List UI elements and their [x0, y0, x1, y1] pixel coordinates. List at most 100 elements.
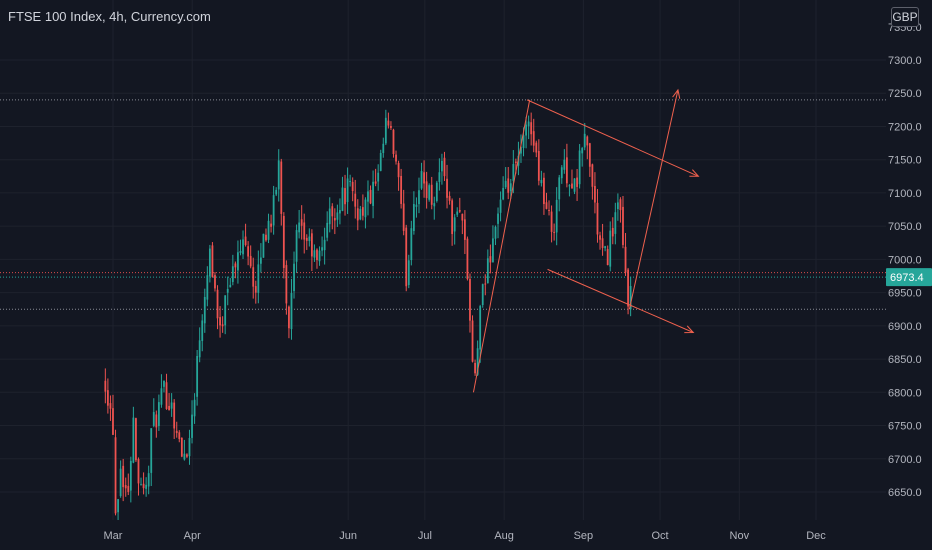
candle-body — [114, 437, 117, 514]
candle-body — [441, 160, 443, 172]
candle-body — [272, 195, 275, 226]
candle-body — [367, 191, 369, 202]
price-tick-label: 7150.0 — [888, 155, 922, 167]
candle-body — [226, 288, 229, 293]
candle-body — [328, 208, 331, 225]
candle-body — [629, 285, 632, 310]
candle-body — [361, 207, 364, 216]
candle-body — [512, 164, 515, 181]
candle-body — [494, 226, 497, 239]
candle-body — [555, 199, 558, 233]
candle-body — [535, 142, 538, 153]
candle-body — [502, 187, 505, 200]
candle-body — [231, 266, 234, 282]
candle-body — [316, 249, 318, 261]
price-tick-label: 7300.0 — [888, 55, 922, 67]
candle-body — [224, 295, 227, 326]
candle-body — [341, 187, 344, 211]
candle-body — [132, 417, 135, 463]
candle-body — [405, 227, 408, 287]
candle-body — [321, 247, 323, 251]
candle-body — [239, 250, 242, 253]
currency-button[interactable]: GBP — [891, 7, 919, 27]
candle-body — [106, 390, 109, 406]
candle-body — [219, 317, 221, 326]
candle-body — [476, 348, 479, 375]
candle-body — [282, 215, 285, 268]
price-tick-label: 6900.0 — [888, 321, 922, 333]
candle-body — [601, 238, 604, 248]
candle-body — [573, 178, 576, 192]
price-tick-label: 6700.0 — [888, 454, 922, 466]
candle-body — [571, 183, 573, 189]
candle-body — [280, 161, 283, 214]
candle-body — [586, 136, 589, 146]
candle-body — [135, 418, 137, 461]
candle-body — [456, 211, 459, 215]
price-axis[interactable]: 6650.0 6700.0 6750.0 6800.0 6850.0 6900.0 6950… — [888, 22, 922, 499]
candle-body — [208, 248, 211, 277]
candle-body — [588, 143, 591, 167]
candle-body — [433, 203, 436, 207]
candle-body — [599, 235, 601, 240]
candle-body — [514, 161, 517, 163]
candle-body — [234, 263, 237, 268]
current-price-label: 6973.4 — [890, 272, 924, 284]
candle-body — [290, 293, 293, 330]
candle-body — [127, 485, 130, 492]
candle-body — [430, 184, 433, 205]
candle-body — [550, 211, 553, 232]
candle-body — [448, 195, 451, 201]
candle-body — [359, 208, 362, 220]
candle-body — [443, 157, 446, 177]
channel-top-arrow-line — [526, 99, 699, 177]
candle-body — [507, 178, 510, 193]
candle-body — [285, 265, 288, 304]
candle-body — [346, 178, 349, 203]
channel-top-arrow-head — [689, 169, 700, 177]
candle-body — [543, 177, 545, 205]
candle-body — [484, 283, 487, 285]
candle-body — [117, 499, 119, 513]
candle-body — [145, 484, 148, 489]
candle-body — [168, 405, 170, 411]
candle-body — [553, 231, 556, 233]
candle-body — [458, 210, 461, 212]
time-tick-label: Sep — [574, 530, 594, 542]
candle-body — [530, 122, 533, 135]
candle-body — [331, 206, 334, 217]
candle-body — [155, 414, 158, 428]
rising-line-line — [472, 99, 531, 393]
candle-body — [594, 185, 596, 203]
candle-body — [237, 252, 239, 271]
candle-body — [305, 237, 308, 241]
projection-arrow-head — [672, 88, 681, 99]
candle-body — [379, 153, 382, 171]
candle-body — [351, 181, 354, 192]
candle-body — [298, 222, 301, 233]
candle-body — [364, 199, 367, 218]
candle-body — [596, 202, 599, 235]
candle-body — [349, 180, 352, 182]
channel-bottom-arrow-head — [684, 325, 695, 334]
candle-body — [252, 267, 255, 287]
candle-body — [497, 213, 499, 224]
price-tick-label: 6950.0 — [888, 288, 922, 300]
candle-body — [532, 131, 535, 146]
candle-body — [137, 459, 140, 484]
candle-body — [624, 246, 627, 273]
price-tick-label: 7000.0 — [888, 254, 922, 266]
candle-body — [377, 172, 380, 182]
time-tick-label: Jun — [339, 530, 357, 542]
candle-body — [423, 172, 425, 184]
candle-body — [124, 485, 127, 489]
candle-body — [254, 286, 257, 293]
candle-body — [262, 233, 265, 258]
time-tick-label: Dec — [806, 530, 826, 542]
candle-body — [545, 202, 548, 209]
price-tick-label: 7050.0 — [888, 221, 922, 233]
candle-body — [619, 199, 622, 211]
time-axis[interactable]: Mar Apr Jun Jul Aug Sep Oct Nov Dec — [104, 530, 827, 542]
candle-body — [339, 210, 341, 214]
